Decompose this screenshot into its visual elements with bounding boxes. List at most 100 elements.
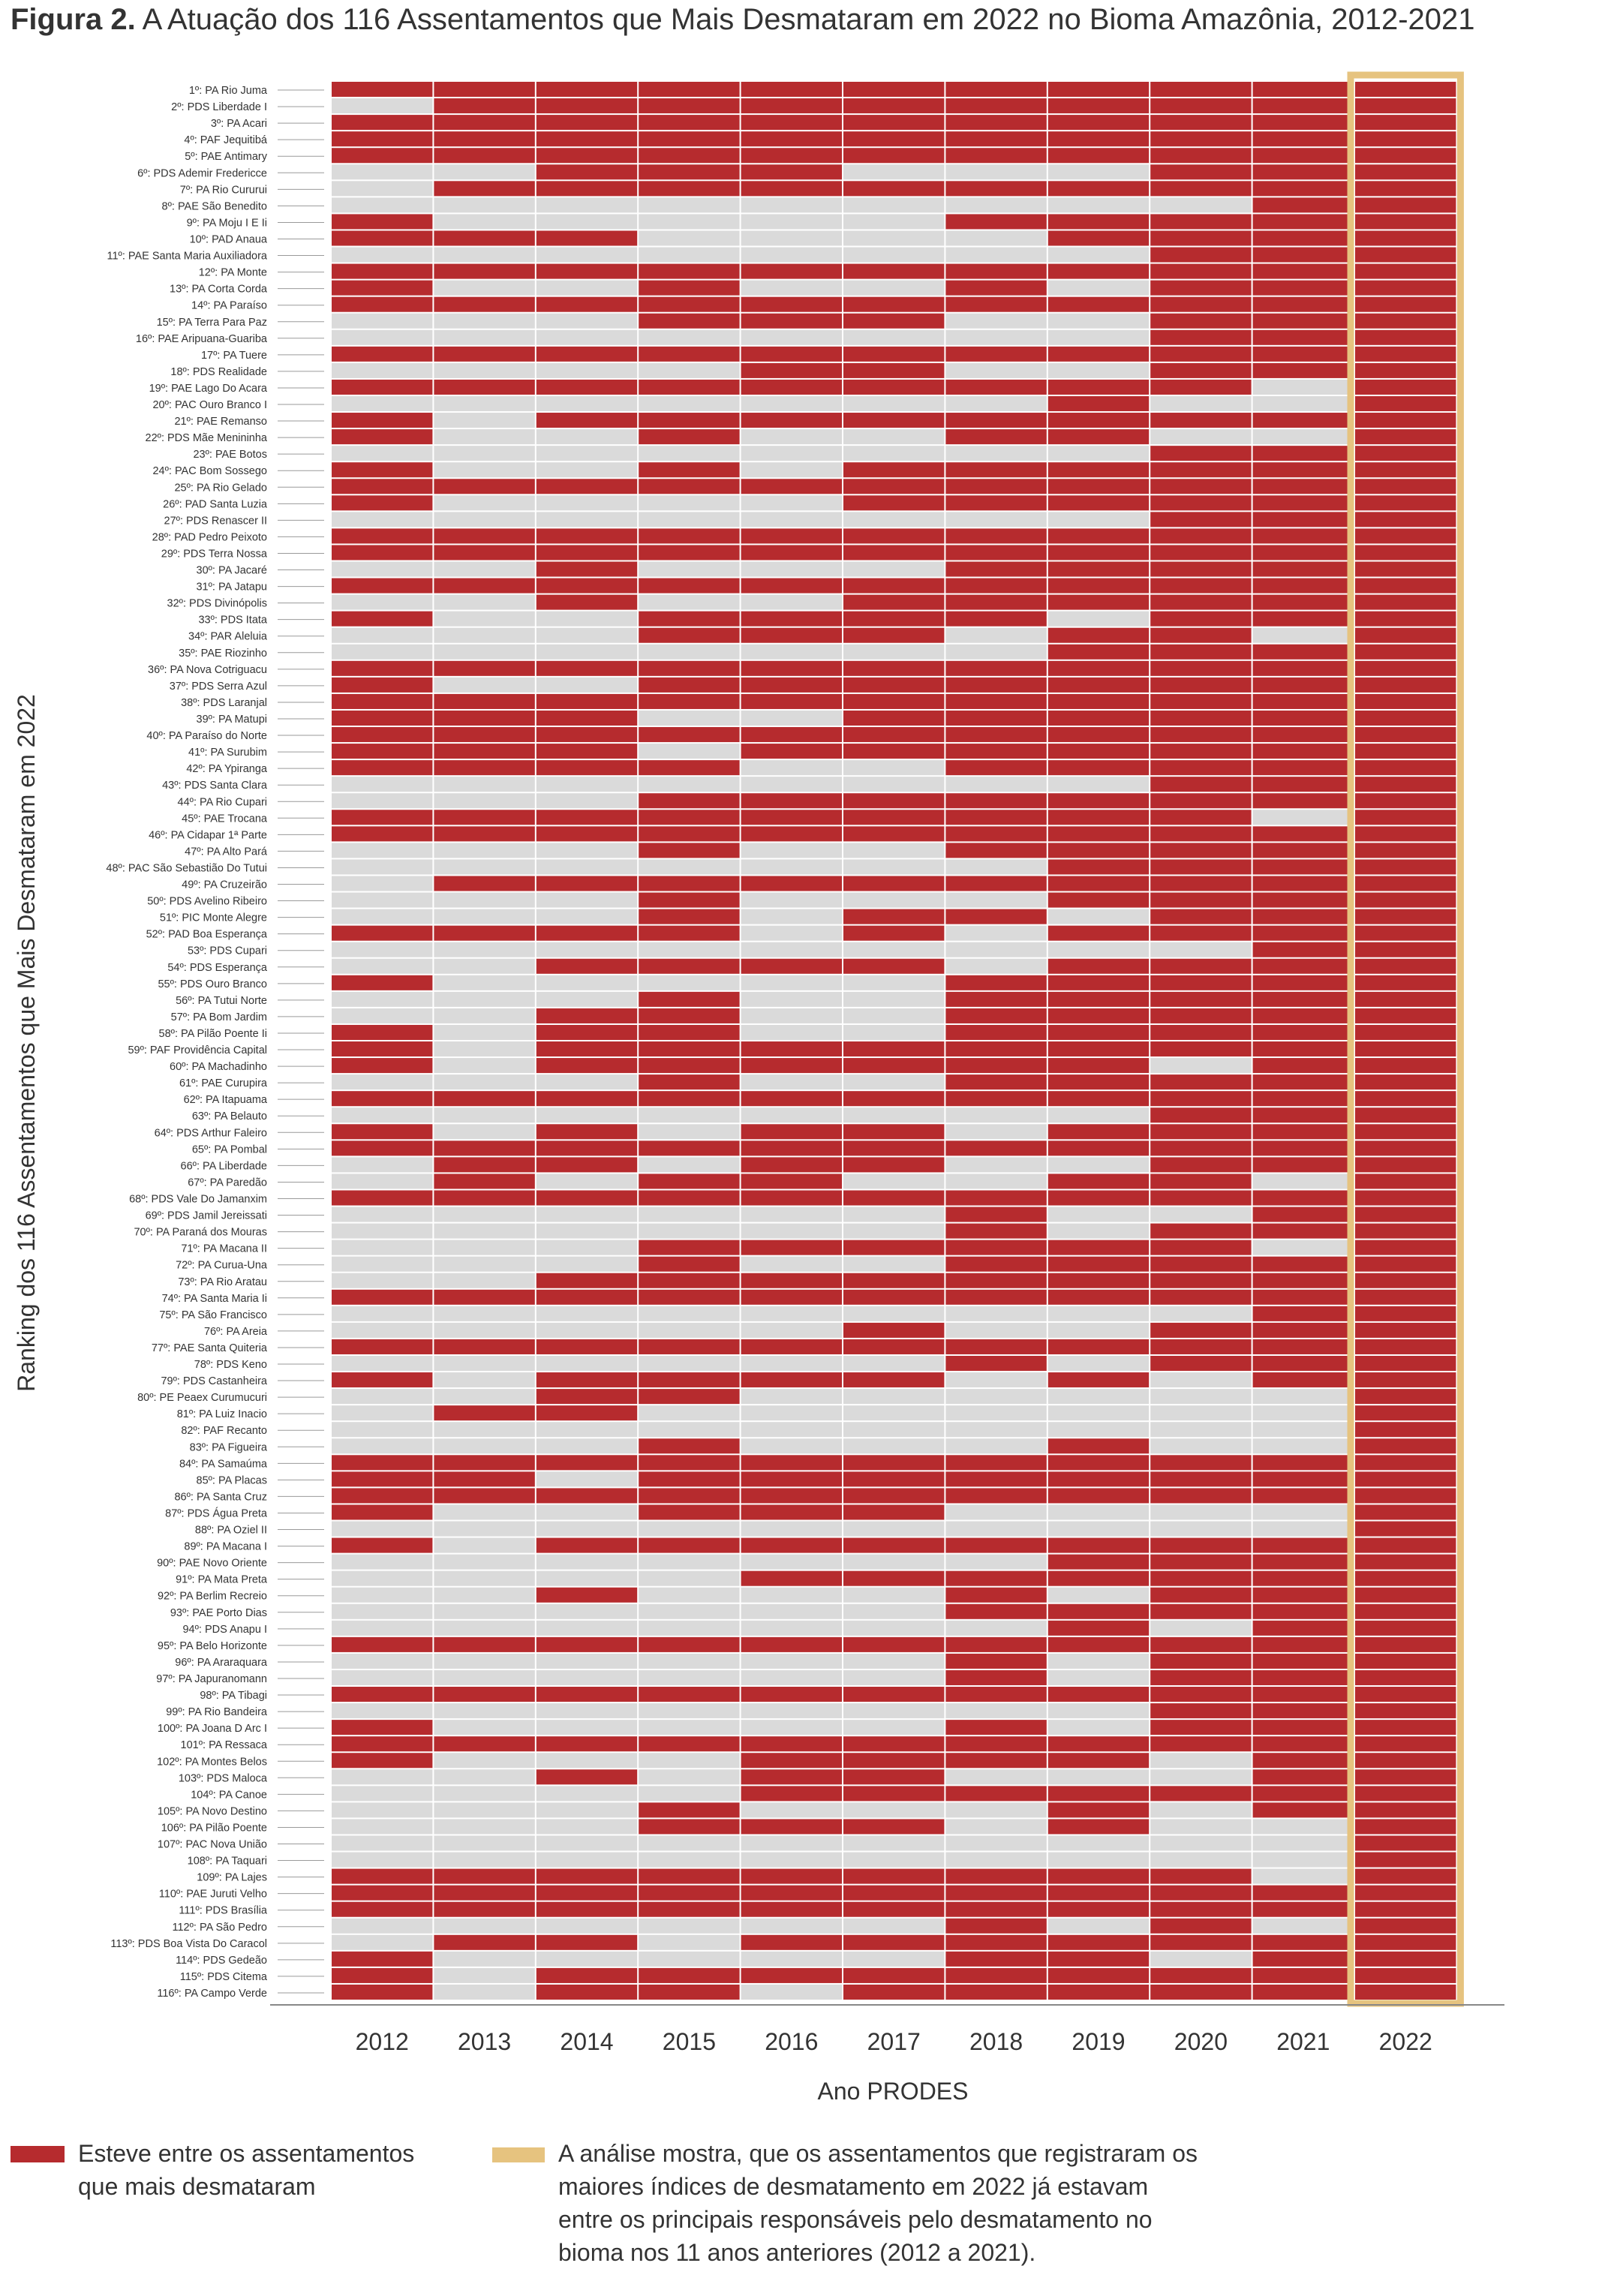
heatmap-cell [945, 1024, 1047, 1040]
heatmap-cell [332, 777, 433, 792]
heatmap-cell [843, 942, 945, 957]
heatmap-cell [1150, 429, 1252, 445]
heatmap-cell [639, 1521, 740, 1537]
heatmap-cell [434, 98, 535, 114]
heatmap-cell [536, 909, 638, 924]
heatmap-cell [843, 181, 945, 197]
heatmap-cell [639, 1223, 740, 1239]
heatmap-cell [1150, 148, 1252, 164]
legend-gold-label: A análise mostra, que os assentamentos q… [558, 2137, 1198, 2269]
heatmap-cell [945, 1687, 1047, 1702]
heatmap-cell [536, 925, 638, 941]
heatmap-cell [332, 1041, 433, 1057]
heatmap-cell [1252, 1008, 1354, 1023]
heatmap-cell [741, 826, 842, 842]
year-label: 2020 [1174, 2028, 1228, 2055]
heatmap-cell [536, 395, 638, 412]
heatmap-cell [945, 346, 1047, 362]
heatmap-cell [843, 843, 945, 858]
heatmap-cell [945, 545, 1047, 560]
heatmap-cell [434, 627, 535, 643]
heatmap-cell [536, 760, 638, 776]
heatmap-cell [945, 1769, 1047, 1785]
heatmap-cell [639, 148, 740, 164]
heatmap-cell [945, 1885, 1047, 1901]
heatmap-cell [843, 1471, 945, 1487]
heatmap-cell [843, 1074, 945, 1090]
heatmap-cell [741, 1405, 842, 1421]
heatmap-cell [843, 1405, 945, 1421]
heatmap-cell [741, 1107, 842, 1123]
heatmap-cell [1047, 1124, 1150, 1140]
heatmap-cell [1252, 329, 1354, 345]
heatmap-cell [945, 98, 1047, 114]
x-axis-title: Ano PRODES [818, 2078, 969, 2105]
heatmap-cell [741, 1703, 842, 1719]
heatmap-cell [945, 263, 1047, 279]
heatmap-cell [1355, 1620, 1456, 1636]
legend-red-line: que mais desmataram [78, 2173, 316, 2200]
heatmap-cell [843, 115, 945, 131]
heatmap-cell [1355, 1273, 1456, 1288]
heatmap-cell [434, 446, 535, 461]
heatmap-cell [1252, 512, 1354, 527]
row-label: 101º: PA Ressaca [181, 1739, 268, 1751]
heatmap-cell [1355, 1223, 1456, 1239]
heatmap-cell [536, 1157, 638, 1173]
heatmap-cell [332, 1753, 433, 1769]
heatmap-cell [536, 1521, 638, 1537]
heatmap-cell [843, 462, 945, 478]
heatmap-cell [1150, 1687, 1252, 1702]
heatmap-cell [1355, 413, 1456, 428]
heatmap-cell [945, 1570, 1047, 1586]
heatmap-cell [945, 1835, 1047, 1851]
heatmap-cell [945, 1984, 1047, 2000]
heatmap-cell [1150, 1455, 1252, 1471]
heatmap-cell [741, 1653, 842, 1669]
row-label: 90º: PAE Novo Oriente [157, 1558, 267, 1570]
heatmap-cell [639, 777, 740, 792]
heatmap-cell [332, 1372, 433, 1388]
heatmap-cell [1252, 1603, 1354, 1619]
heatmap-cell [1150, 1074, 1252, 1090]
row-label: 104º: PA Canoe [191, 1789, 267, 1801]
heatmap-cell [741, 578, 842, 594]
heatmap-cell [1355, 611, 1456, 627]
heatmap-cell [1047, 1355, 1150, 1372]
heatmap-cell [945, 1636, 1047, 1652]
heatmap-cell [1252, 760, 1354, 776]
heatmap-cell [1355, 1389, 1456, 1405]
heatmap-cell [843, 710, 945, 726]
heatmap-cell [741, 197, 842, 213]
heatmap-cell [1150, 1372, 1252, 1388]
heatmap-cell [1047, 462, 1150, 478]
heatmap-cell [945, 1174, 1047, 1189]
heatmap-cell [1355, 1504, 1456, 1520]
heatmap-cell [639, 1008, 740, 1023]
heatmap-cell [945, 512, 1047, 527]
heatmap-cell [741, 1554, 842, 1570]
heatmap-cell [332, 1918, 433, 1934]
heatmap-cell [1355, 693, 1456, 709]
heatmap-cell [741, 1587, 842, 1603]
row-label: 34º: PAR Aleluia [188, 631, 268, 643]
heatmap-cell [945, 1256, 1047, 1272]
heatmap-cell [1252, 230, 1354, 246]
heatmap-cell [945, 777, 1047, 792]
heatmap-cell [945, 1008, 1047, 1023]
heatmap-cell [741, 611, 842, 627]
heatmap-cell [843, 611, 945, 627]
heatmap-cell [1047, 1852, 1150, 1868]
heatmap-cell [639, 446, 740, 461]
row-label: 98º: PA Tibagi [200, 1690, 267, 1702]
heatmap-cell [1047, 131, 1150, 147]
heatmap-cell [1355, 1174, 1456, 1189]
row-label: 62º: PA Itapuama [184, 1094, 268, 1106]
heatmap-cell [1252, 1868, 1354, 1884]
heatmap-cell [1150, 1140, 1252, 1156]
heatmap-cell [536, 1736, 638, 1752]
heatmap-cell [536, 1786, 638, 1802]
heatmap-cell [1355, 1720, 1456, 1736]
heatmap-cell [434, 1240, 535, 1255]
heatmap-cell [1150, 313, 1252, 329]
